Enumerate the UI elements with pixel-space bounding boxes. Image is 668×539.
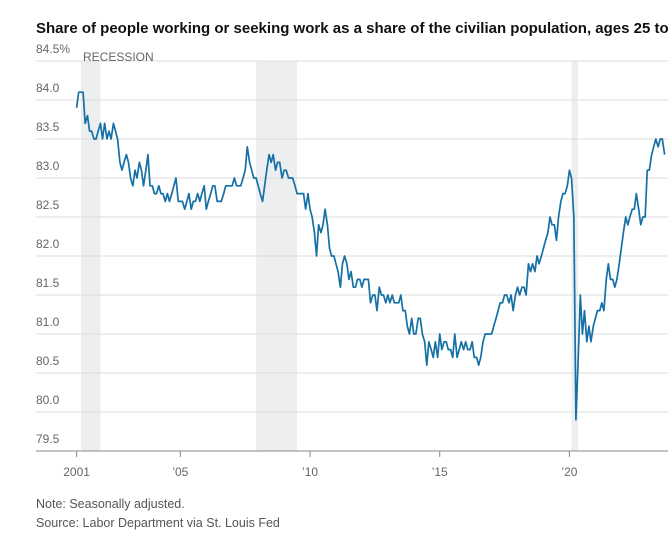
y-tick-label: 81.5 (36, 276, 60, 290)
y-tick-label: 84.0 (36, 81, 60, 95)
x-tick-label: ’15 (432, 465, 448, 479)
chart-title: Share of people working or seeking work … (36, 20, 668, 37)
y-tick-label: 79.5 (36, 432, 60, 446)
y-tick-label: 83.5 (36, 120, 60, 134)
y-tick-label: 80.0 (36, 393, 60, 407)
x-tick-label: ’05 (172, 465, 188, 479)
y-tick-label: 80.5 (36, 354, 60, 368)
x-tick-label: ’20 (561, 465, 577, 479)
y-tick-label: 82.5 (36, 198, 60, 212)
grid-layer (36, 60, 668, 452)
source: Source: Labor Department via St. Louis F… (36, 516, 280, 530)
x-tick-label: 2001 (63, 465, 90, 479)
note: Note: Seasonally adjusted. (36, 497, 185, 511)
data-line (75, 91, 666, 421)
y-tick-label: 81.0 (36, 315, 60, 329)
y-tick-label: 83.0 (36, 159, 60, 173)
y-tick-label: 84.5% (36, 42, 70, 56)
y-tick-label: 82.0 (36, 237, 60, 251)
annotation: RECESSION (83, 50, 154, 64)
x-tick-label: ’10 (302, 465, 318, 479)
